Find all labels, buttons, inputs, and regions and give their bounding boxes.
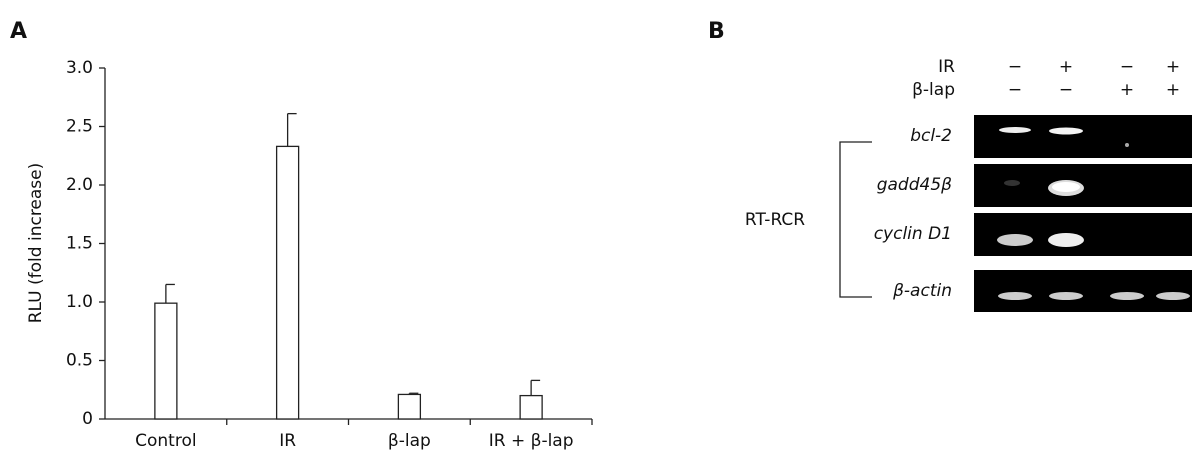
x-tick-label: Control [135,431,196,451]
y-tick-label: 0 [82,409,93,429]
gel-strip [974,213,1192,256]
band [1125,143,1129,147]
condition-sign: − [1059,80,1073,100]
band-label: β-actin [892,281,952,301]
band [999,127,1031,133]
band [997,234,1033,246]
panel-label: A [10,19,27,44]
band [1048,233,1084,247]
y-tick-label: 1.0 [66,292,93,312]
bracket-label: RT-RCR [745,210,805,230]
band [1052,182,1080,192]
bar [155,303,177,419]
gel-strip [974,115,1192,158]
bar [277,146,299,419]
gel-strip [974,270,1192,312]
band-label: bcl-2 [910,126,952,146]
panel-label: B [708,19,725,44]
gel: RT-RCR [745,115,1192,312]
band [1004,180,1020,186]
x-tick-label: IR + β-lap [489,431,574,451]
y-tick-label: 0.5 [66,351,93,371]
x-tick-label: β-lap [388,431,431,451]
condition-sign: + [1166,57,1180,77]
y-tick-label: 2.0 [66,175,93,195]
y-axis-label: RLU (fold increase) [26,163,46,324]
condition-sign: + [1120,80,1134,100]
band-label: cyclin D1 [874,224,952,244]
figure: A B RLU (fold increase) RT-RCR 0 0.5 1.0 1.… [0,0,1192,452]
bar [520,396,542,419]
condition-sign: + [1166,80,1180,100]
condition-label: β-lap [912,80,955,100]
band [1049,128,1083,135]
condition-sign: − [1008,57,1022,77]
y-tick-label: 1.5 [66,234,93,254]
bracket [840,142,872,297]
condition-sign: − [1008,80,1022,100]
band [1156,292,1190,300]
y-tick-label: 3.0 [66,58,93,78]
band [1049,292,1083,300]
x-tick-label: IR [279,431,296,451]
y-tick-label: 2.5 [66,117,93,137]
band-label: gadd45β [877,175,952,195]
band [998,292,1032,300]
condition-label: IR [938,57,955,77]
condition-sign: + [1059,57,1073,77]
condition-sign: − [1120,57,1134,77]
bar [398,394,420,419]
band [1110,292,1144,300]
